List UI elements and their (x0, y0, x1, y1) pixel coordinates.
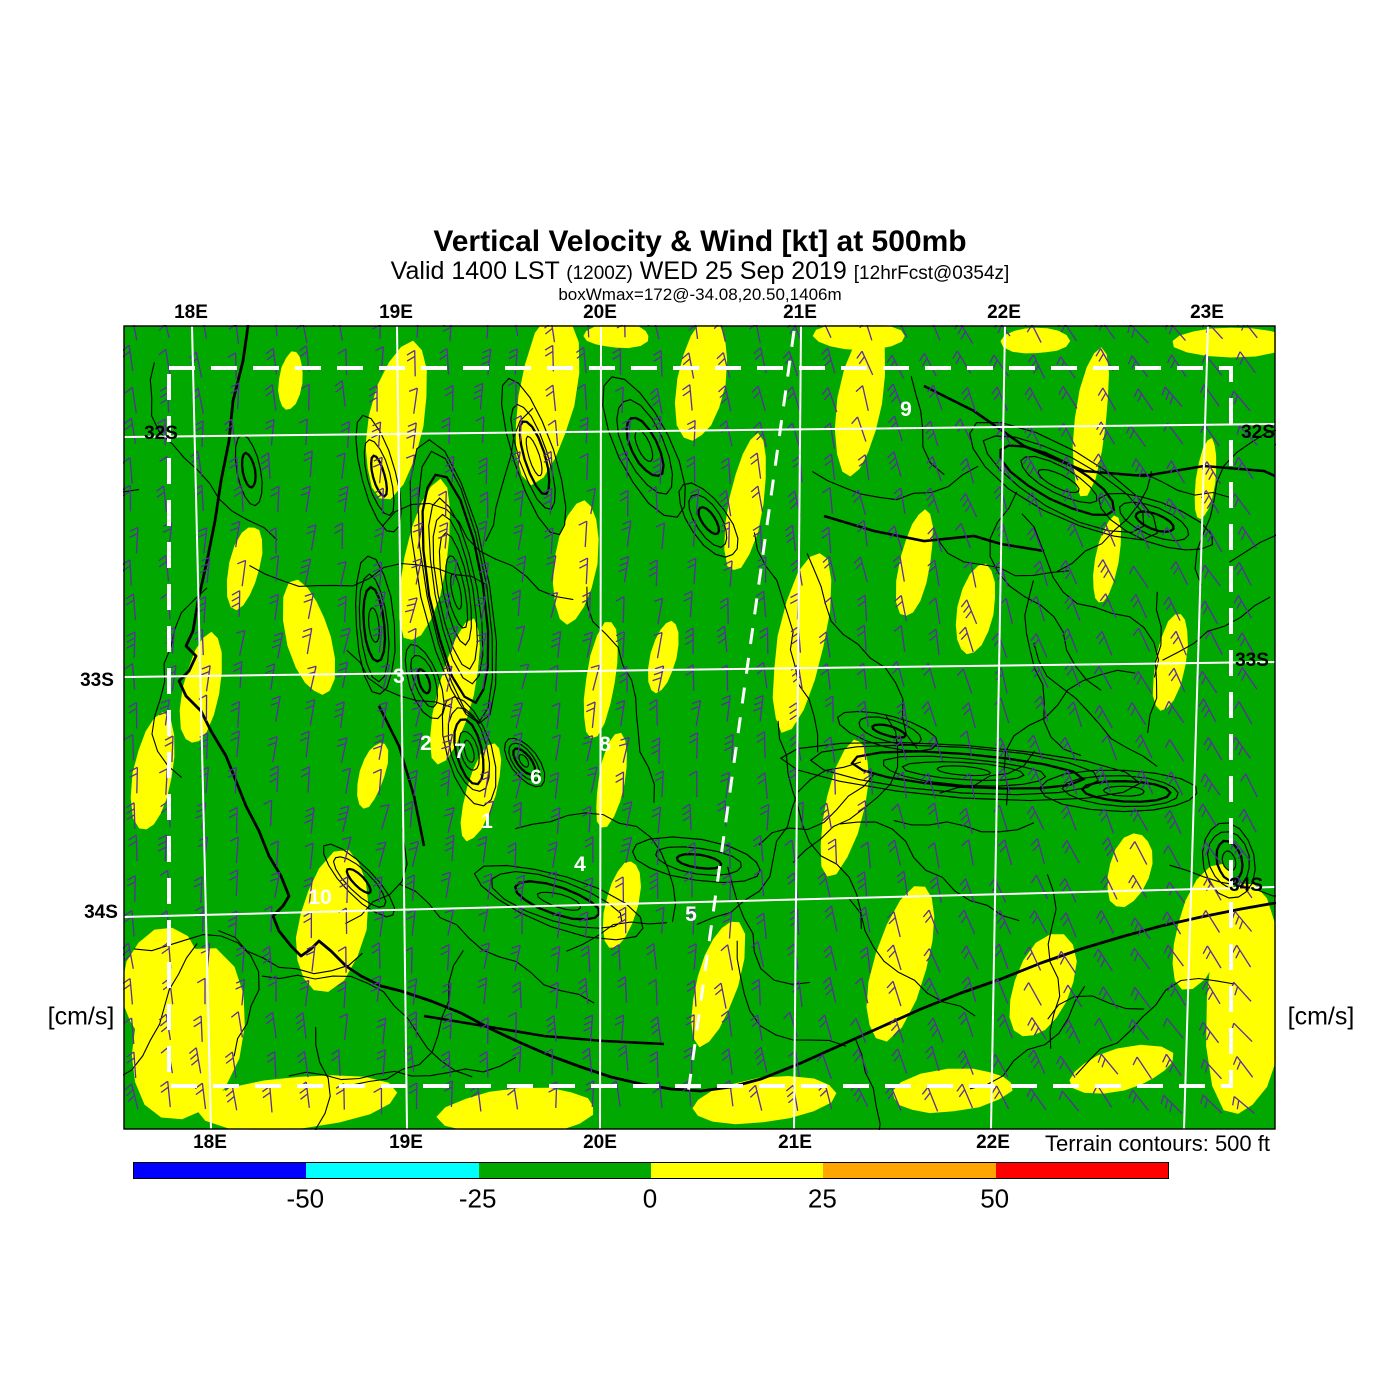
chart-valid-line: Valid 1400 LST (1200Z) WED 25 Sep 2019 [… (0, 257, 1400, 286)
colorbar-tick-label: -25 (458, 1183, 497, 1214)
waypoint-label: 10 (308, 886, 332, 909)
forecast-tag: [12hrFcst@0354z] (853, 263, 1010, 284)
colorbar-segment (995, 1163, 1168, 1178)
top-axis-tick-label: 20E (583, 302, 617, 323)
waypoint-label: 9 (900, 398, 912, 421)
right-axis-tick-label: 32S (1241, 422, 1275, 443)
bottom-axis-tick-label: 18E (193, 1132, 227, 1153)
waypoint-label: 3 (393, 665, 405, 688)
colorbar-segment (478, 1163, 651, 1178)
units-label-right: [cm/s] (1287, 1002, 1355, 1031)
colorbar-segment (823, 1163, 996, 1178)
top-axis-tick-label: 23E (1190, 302, 1224, 323)
waypoint-label: 8 (599, 733, 611, 756)
top-axis-tick-label: 22E (987, 302, 1021, 323)
valid-time: Valid 1400 LST (390, 257, 560, 285)
waypoint-label: 1 (481, 810, 493, 833)
top-axis-tick-label: 18E (174, 302, 208, 323)
waypoint-label: 5 (685, 903, 697, 926)
boxwmax-annotation: boxWmax=172@-34.08,20.50,1406m (558, 285, 842, 304)
valid-date: WED 25 Sep 2019 (639, 257, 847, 285)
wind-barbs-layer (123, 325, 1258, 1114)
bottom-axis-tick-label: 22E (976, 1132, 1010, 1153)
right-axis-tick-label: 33S (1235, 650, 1269, 671)
contour-layer (123, 362, 1276, 1130)
bottom-axis-tick-label: 20E (583, 1132, 617, 1153)
colorbar-tick-label: 25 (807, 1183, 837, 1214)
colorbar-segment (306, 1163, 479, 1178)
terrain-contours-note: Terrain contours: 500 ft (1044, 1131, 1270, 1156)
graticule-layer (123, 325, 1276, 1130)
waypoint-label: 7 (454, 740, 466, 763)
colorbar-tick-label: 50 (980, 1183, 1010, 1214)
left-axis-tick-label: 34S (84, 902, 118, 923)
chart-title: Vertical Velocity & Wind [kt] at 500mb (433, 225, 967, 258)
waypoint-label: 6 (530, 766, 542, 789)
map-canvas (123, 325, 1276, 1130)
waypoint-label: 4 (574, 853, 586, 876)
colorbar (133, 1162, 1169, 1179)
left-axis-tick-label: 33S (80, 670, 114, 691)
colorbar-tick-label: 0 (642, 1183, 658, 1214)
top-axis-tick-label: 19E (379, 302, 413, 323)
coastline-layer (177, 325, 1276, 1093)
colorbar-segment (650, 1163, 824, 1178)
right-axis-tick-label: 34S (1229, 875, 1263, 896)
valid-zulu-time: (1200Z) (566, 263, 633, 284)
lift-areas-layer (123, 325, 1276, 1130)
colorbar-segment (134, 1163, 307, 1178)
bottom-axis-tick-label: 21E (778, 1132, 812, 1153)
units-label-left: [cm/s] (47, 1002, 115, 1031)
bottom-axis-tick-label: 19E (389, 1132, 423, 1153)
domain-box-layer (123, 325, 1276, 1130)
top-axis-tick-label: 21E (783, 302, 817, 323)
left-axis-tick-label: 32S (144, 423, 178, 444)
colorbar-tick-label: -50 (286, 1183, 325, 1214)
waypoint-label: 2 (420, 732, 432, 755)
